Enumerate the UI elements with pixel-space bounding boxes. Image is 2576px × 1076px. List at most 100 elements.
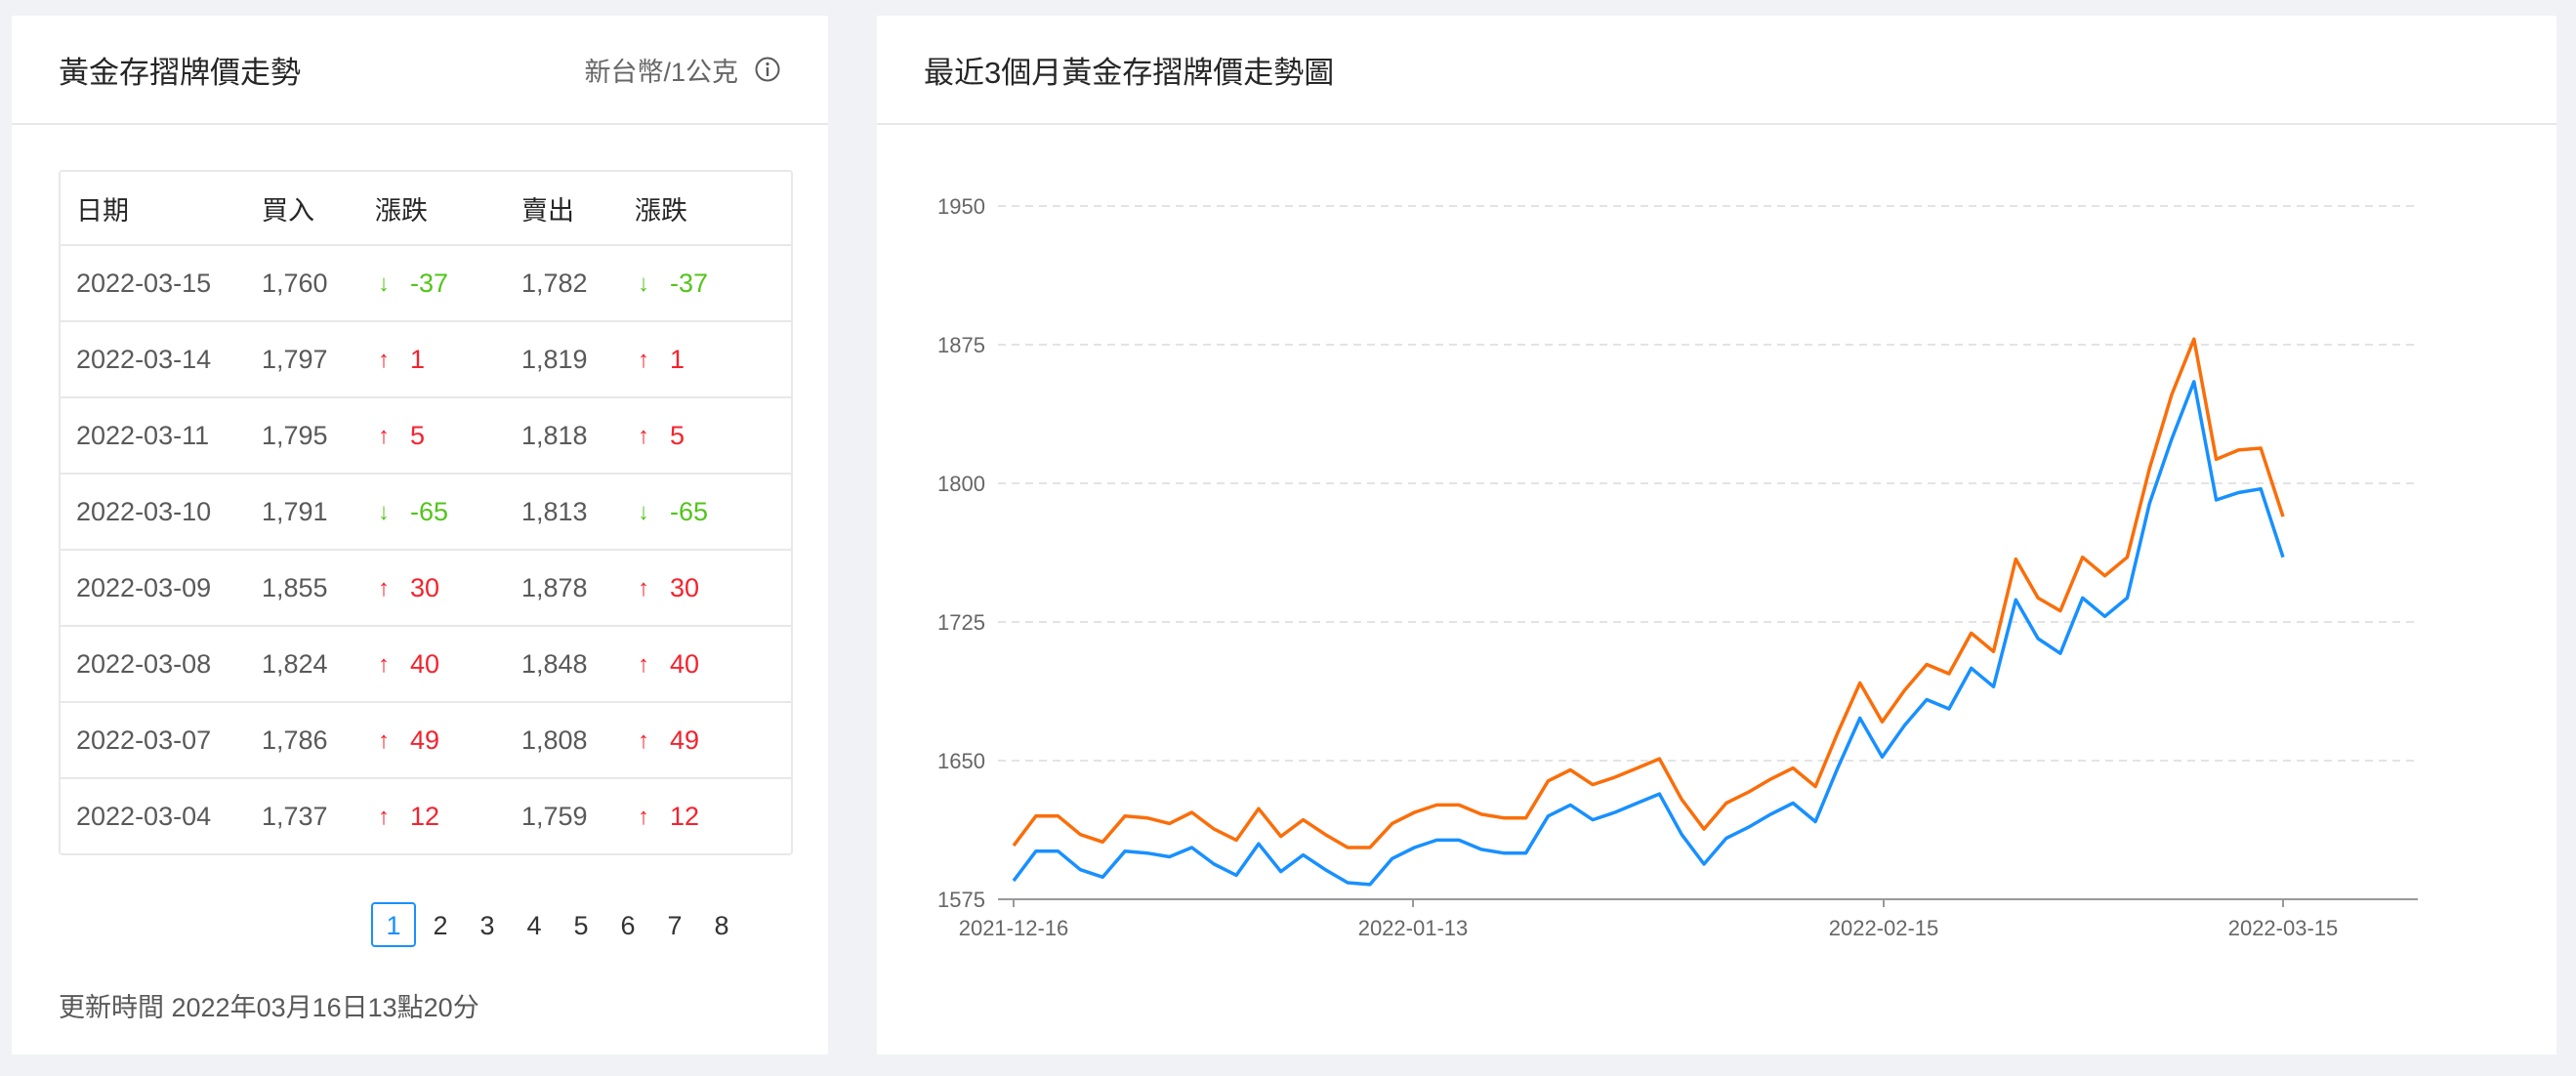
arrow-up-icon: ↑ (638, 650, 649, 678)
x-tick-label: 2022-01-13 (1358, 916, 1469, 940)
arrow-up-icon: ↑ (378, 650, 390, 678)
y-tick-label: 1650 (937, 749, 985, 773)
buy-change-value: -37 (410, 269, 449, 299)
x-tick-label: 2022-03-15 (2228, 916, 2339, 940)
unit-label: 新台幣/1公克 (584, 57, 738, 87)
cell-sell: 1,759 (521, 801, 588, 831)
cell-buy: 1,791 (262, 474, 375, 551)
y-tick-label: 1875 (937, 333, 985, 357)
sell-change-value: 30 (670, 573, 700, 603)
page-7-button[interactable]: 7 (667, 911, 683, 940)
header-date: 日期 (61, 172, 262, 246)
x-tick-label: 2021-12-16 (959, 916, 1069, 940)
cell-buy-change: ↑ 12 (375, 778, 521, 853)
buy-change-value: 1 (410, 345, 426, 375)
cell-sell-change: ↑ 30 (635, 550, 791, 627)
cell-date: 2022-03-04 (76, 801, 212, 831)
table-row: 2022-03-11 1,795 ↑ 5 1,818 ↑ 5 (61, 397, 791, 475)
chart-title: 最近3個月黃金存摺牌價走勢圖 (924, 55, 1335, 90)
arrow-up-icon: ↑ (638, 803, 649, 830)
table-row: 2022-03-04 1,737 ↑ 12 1,759 ↑ 12 (61, 778, 791, 853)
arrow-up-icon: ↑ (378, 422, 390, 449)
cell-sell-change: ↑ 1 (635, 321, 791, 398)
sell-price-line (1012, 337, 2285, 849)
cell-sell: 1,782 (521, 245, 635, 322)
cell-buy-change: ↓ -65 (375, 474, 521, 551)
cell-buy: 1,786 (262, 702, 375, 779)
cell-buy-change: ↑ 5 (375, 397, 521, 475)
cell-date: 2022-03-15 (61, 245, 262, 322)
arrow-down-icon: ↓ (638, 269, 649, 297)
arrow-down-icon: ↓ (378, 269, 390, 297)
sell-change-value: 5 (670, 421, 686, 451)
cell-date: 2022-03-08 (61, 626, 262, 703)
y-tick-label: 1575 (937, 888, 985, 912)
buy-price-line (1012, 380, 2285, 887)
cell-sell-change: ↑ 49 (635, 702, 791, 779)
cell-buy-change: ↑ 49 (375, 702, 521, 779)
x-tick-label: 2022-02-15 (1829, 916, 1939, 940)
y-tick-label: 1725 (937, 610, 985, 635)
arrow-up-icon: ↑ (378, 574, 390, 601)
page-4-button[interactable]: 4 (526, 911, 542, 940)
table-row: 2022-03-08 1,824 ↑ 40 1,848 ↑ 40 (61, 626, 791, 703)
page-8-button[interactable]: 8 (714, 911, 729, 940)
page-2-button[interactable]: 2 (433, 911, 448, 940)
cell-sell: 1,819 (521, 321, 635, 398)
cell-sell: 1,818 (521, 397, 635, 475)
cell-buy-change: ↓ -37 (375, 245, 521, 322)
price-trend-chart-card: 最近3個月黃金存摺牌價走勢圖 1575 1650 1725 1800 1875 1950 2… (877, 16, 2556, 1055)
cell-sell: 1,808 (521, 702, 635, 779)
cell-sell: 1,878 (521, 550, 635, 627)
card-title: 黃金存摺牌價走勢 (59, 55, 301, 90)
header-buy-change: 漲跌 (375, 172, 521, 246)
sell-change-value: -37 (670, 269, 709, 299)
cell-buy: 1,760 (262, 245, 375, 322)
page-5-button[interactable]: 5 (573, 911, 589, 940)
header-buy: 買入 (262, 172, 375, 246)
table-row: 2022-03-14 1,797 ↑ 1 1,819 ↑ 1 (61, 321, 791, 398)
table-header-row: 日期 買入 漲跌 賣出 漲跌 (61, 172, 791, 246)
info-icon[interactable] (754, 56, 781, 83)
cell-buy: 1,824 (262, 626, 375, 703)
chart-card-header: 最近3個月黃金存摺牌價走勢圖 (877, 16, 2556, 125)
arrow-down-icon: ↓ (638, 498, 649, 525)
page-6-button[interactable]: 6 (620, 911, 636, 940)
cell-buy: 1,797 (262, 321, 375, 398)
price-table-container: 日期 買入 漲跌 賣出 漲跌 2022-03-15 1,760 ↓ -37 1,782 ↓… (59, 170, 793, 855)
cell-sell-change: ↑ 5 (635, 397, 791, 475)
y-tick-label: 1950 (937, 194, 985, 219)
cell-buy: 1,795 (262, 397, 375, 475)
cell-date: 2022-03-09 (61, 550, 262, 627)
cell-date: 2022-03-10 (61, 474, 262, 551)
buy-change-value: 49 (410, 725, 440, 756)
cell-sell: 1,848 (521, 626, 635, 703)
y-tick-label: 1800 (937, 472, 985, 496)
cell-date: 2022-03-07 (61, 702, 262, 779)
update-time: 更新時間 2022年03月16日13點20分 (59, 993, 479, 1022)
table-row: 2022-03-15 1,760 ↓ -37 1,782 ↓ -37 (61, 245, 791, 322)
arrow-down-icon: ↓ (378, 498, 390, 525)
table-row: 2022-03-10 1,791 ↓ -65 1,813 ↓ -65 (61, 474, 791, 551)
arrow-up-icon: ↑ (638, 726, 649, 754)
page-1-button[interactable]: 1 (371, 902, 416, 947)
cell-sell-change: ↓ -37 (635, 245, 791, 322)
cell-sell-change: ↑ 40 (635, 626, 791, 703)
page-3-button[interactable]: 3 (479, 911, 495, 940)
arrow-up-icon: ↑ (638, 346, 649, 373)
cell-buy: 1,855 (262, 550, 375, 627)
sell-change-value: 1 (670, 345, 686, 375)
cell-buy-change: ↑ 1 (375, 321, 521, 398)
cell-buy-change: ↑ 40 (375, 626, 521, 703)
buy-change-value: -65 (410, 497, 449, 527)
buy-change-value: 30 (410, 573, 440, 603)
gold-price-table-card: 黃金存摺牌價走勢 新台幣/1公克 日期 買入 漲跌 賣出 漲跌 2022-03-… (12, 16, 828, 1055)
buy-change-value: 40 (410, 649, 440, 680)
card-header: 黃金存摺牌價走勢 新台幣/1公克 (12, 16, 828, 125)
unit-label-group: 新台幣/1公克 (584, 51, 781, 89)
arrow-up-icon: ↑ (378, 803, 390, 830)
table-row: 2022-03-07 1,786 ↑ 49 1,808 ↑ 49 (61, 702, 791, 779)
table-row: 2022-03-09 1,855 ↑ 30 1,878 ↑ 30 (61, 550, 791, 627)
buy-change-value: 12 (410, 802, 440, 832)
